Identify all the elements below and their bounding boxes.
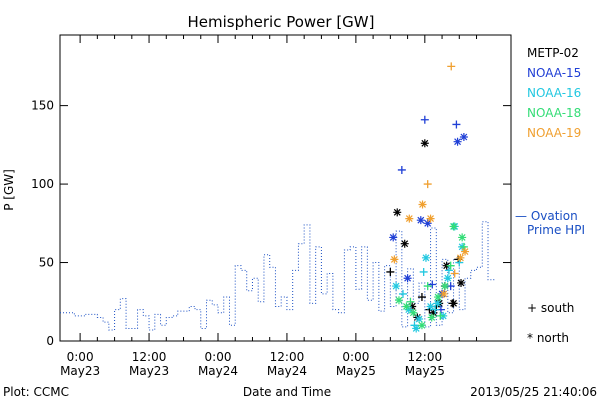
north-star-marker [443, 274, 452, 283]
plot-source-label: Plot: CCMC [3, 385, 69, 399]
north-star-marker [416, 216, 425, 225]
north-star-marker [421, 253, 430, 262]
x-tick-label-time: 0:00 [67, 350, 94, 364]
north-star-marker [389, 233, 398, 242]
north-star-marker [392, 282, 401, 291]
y-tick-label: 100 [31, 177, 54, 191]
north-star-marker [427, 313, 436, 322]
north-star-marker [429, 308, 438, 317]
south-plus-marker [448, 299, 457, 308]
south-plus-marker [446, 261, 455, 270]
south-plus-marker [423, 180, 432, 189]
legend-entry-noaa-15: NOAA-15 [527, 66, 581, 80]
north-star-marker [390, 255, 399, 264]
south-plus-marker [444, 266, 453, 275]
north-star-marker [400, 239, 409, 248]
south-plus-marker [450, 269, 459, 278]
south-plus-marker [436, 311, 445, 320]
north-star-marker [408, 302, 417, 311]
north-star-marker [434, 293, 443, 302]
south-plus-marker [447, 62, 456, 71]
south-plus-marker [423, 282, 432, 291]
south-plus-marker [455, 258, 464, 267]
north-star-marker [459, 133, 468, 141]
north-star-marker [458, 233, 467, 242]
x-axis-label: Date and Time [243, 385, 331, 399]
legend-ovation-line2: Prime HPI [527, 223, 585, 237]
north-star-marker [440, 282, 449, 291]
south-plus-marker [452, 120, 461, 129]
ovation-line-layer [60, 221, 495, 331]
north-star-marker [418, 200, 427, 209]
south-plus-marker [431, 305, 440, 314]
south-plus-marker [410, 321, 419, 330]
x-tick-label-date: May25 [336, 364, 376, 378]
legend-entry-noaa-16: NOAA-16 [527, 86, 581, 100]
y-tick-label: 150 [31, 99, 54, 113]
north-star-marker [415, 315, 424, 324]
x-tick-label-date: May23 [129, 364, 169, 378]
legend-entry-noaa-19: NOAA-19 [527, 126, 581, 140]
x-tick-label-time: 0:00 [205, 350, 232, 364]
legend-south: + south [527, 301, 574, 315]
x-tick-label-date: May24 [198, 364, 238, 378]
north-star-marker [456, 253, 465, 262]
north-star-marker [403, 274, 412, 283]
north-star-marker [417, 321, 426, 330]
y-tick-label: 50 [39, 256, 54, 270]
legend-entry-noaa-18: NOAA-18 [527, 106, 581, 120]
north-star-marker [461, 247, 470, 256]
north-star-marker [402, 302, 411, 311]
north-star-marker [423, 219, 432, 228]
south-plus-marker [398, 289, 407, 298]
x-tick-label-date: May24 [267, 364, 307, 378]
x-axis-ticks: 0:00May2312:00May230:00May2412:00May240:… [60, 35, 478, 378]
plot-area-frame [59, 34, 512, 342]
y-tick-label: 0 [46, 334, 54, 348]
north-star-marker [420, 139, 429, 148]
south-plus-marker [397, 165, 406, 174]
x-tick-label-time: 12:00 [408, 350, 443, 364]
north-star-marker [394, 296, 403, 305]
north-star-marker [409, 308, 418, 317]
north-star-marker [405, 214, 414, 223]
south-plus-marker [406, 297, 415, 306]
north-star-marker [442, 261, 451, 270]
y-axis-ticks: 0 50 100 150 [31, 99, 511, 348]
north-star-marker [426, 302, 435, 311]
south-plus-marker [459, 242, 468, 251]
north-star-marker [433, 299, 442, 308]
north-star-marker [412, 324, 421, 333]
north-star-marker [457, 278, 466, 287]
legend: METP-02 NOAA-15 NOAA-16 NOAA-18 NOAA-19 — Ova… [515, 46, 585, 345]
south-plus-marker [428, 280, 437, 289]
south-plus-marker [386, 267, 395, 276]
x-tick-label-time: 0:00 [342, 350, 369, 364]
x-tick-label-date: May23 [60, 364, 100, 378]
north-star-marker [393, 208, 402, 217]
north-star-marker [439, 289, 448, 298]
x-tick-label-date: May25 [405, 364, 445, 378]
south-plus-marker [417, 293, 426, 302]
legend-entry-metp-02: METP-02 [527, 46, 579, 60]
south-plus-marker [419, 267, 428, 276]
legend-ovation-line1: — Ovation [515, 209, 578, 223]
legend-north: * north [527, 331, 569, 345]
north-star-marker [426, 214, 435, 223]
north-star-marker [449, 222, 458, 231]
plot-timestamp: 2013/05/25 21:40:06 [470, 385, 597, 399]
north-star-marker [453, 137, 462, 146]
satellite-points-layer [386, 62, 470, 333]
x-tick-label-time: 12:00 [270, 350, 305, 364]
y-axis-label: P [GW] [2, 169, 16, 211]
ovation-hpi-line [60, 221, 495, 331]
south-plus-marker [420, 115, 429, 124]
chart-title: Hemispheric Power [GW] [188, 13, 375, 31]
x-tick-label-time: 12:00 [132, 350, 167, 364]
